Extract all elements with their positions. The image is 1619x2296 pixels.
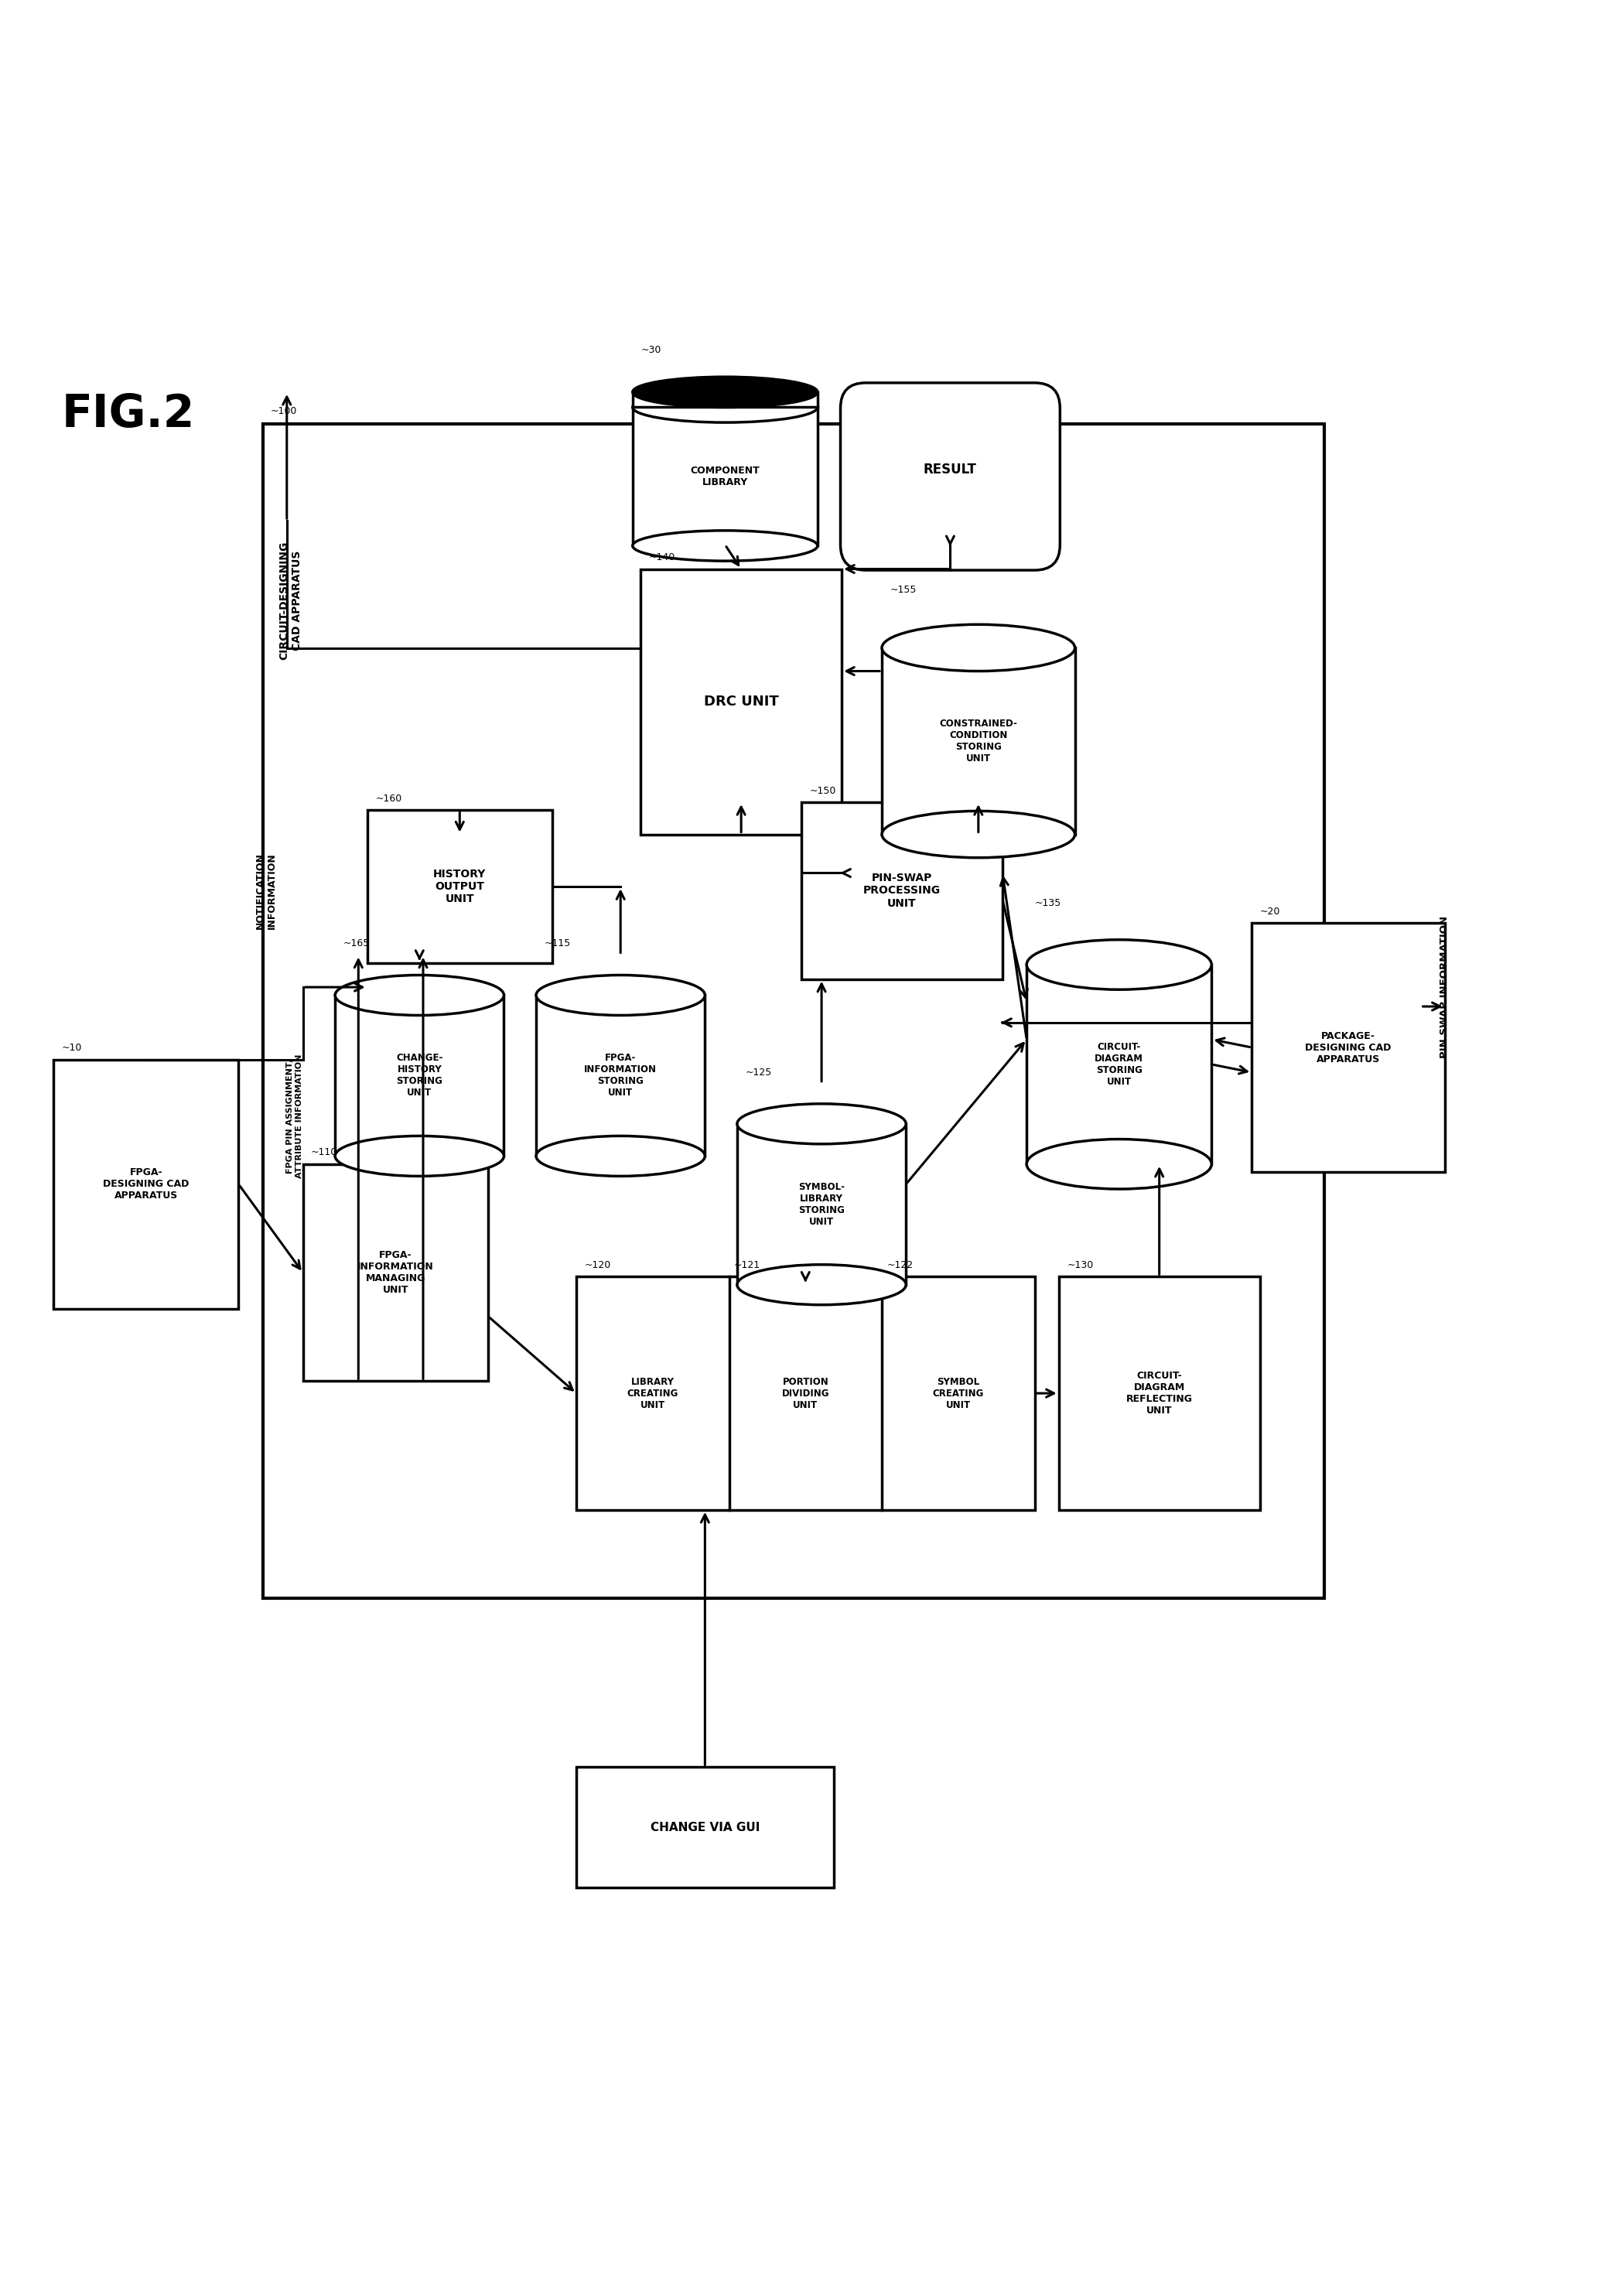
Text: FIG.2: FIG.2 — [62, 393, 194, 436]
Text: CONSTRAINED-
CONDITION
STORING
UNIT: CONSTRAINED- CONDITION STORING UNIT — [939, 719, 1017, 765]
Ellipse shape — [882, 625, 1075, 670]
Polygon shape — [882, 647, 1075, 833]
Text: HISTORY
OUTPUT
UNIT: HISTORY OUTPUT UNIT — [434, 868, 486, 905]
Text: LIBRARY
CREATING
UNIT: LIBRARY CREATING UNIT — [627, 1378, 678, 1410]
Ellipse shape — [536, 1137, 704, 1176]
Text: CIRCUIT-DESIGNING
CAD APPARATUS: CIRCUIT-DESIGNING CAD APPARATUS — [278, 542, 303, 659]
Ellipse shape — [633, 393, 818, 422]
Ellipse shape — [536, 976, 704, 1015]
Ellipse shape — [1026, 1139, 1211, 1189]
FancyBboxPatch shape — [576, 1277, 1035, 1511]
Text: CIRCUIT-
DIAGRAM
STORING
UNIT: CIRCUIT- DIAGRAM STORING UNIT — [1094, 1042, 1143, 1086]
Ellipse shape — [335, 976, 504, 1015]
Polygon shape — [633, 393, 818, 406]
FancyBboxPatch shape — [303, 1164, 487, 1382]
Polygon shape — [633, 406, 818, 546]
Ellipse shape — [335, 1137, 504, 1176]
Text: ~135: ~135 — [1035, 898, 1060, 909]
Text: ~10: ~10 — [62, 1042, 83, 1054]
Text: ~140: ~140 — [649, 553, 675, 563]
FancyBboxPatch shape — [576, 1768, 834, 1887]
FancyBboxPatch shape — [801, 801, 1002, 978]
Text: PIN SWAP INFORMATION: PIN SWAP INFORMATION — [1439, 916, 1449, 1058]
FancyBboxPatch shape — [262, 425, 1324, 1598]
Text: ~120: ~120 — [584, 1261, 610, 1270]
Text: ~160: ~160 — [376, 794, 402, 804]
Ellipse shape — [882, 810, 1075, 859]
Text: ~115: ~115 — [544, 939, 570, 948]
FancyBboxPatch shape — [1059, 1277, 1260, 1511]
Text: ~150: ~150 — [810, 785, 835, 797]
Ellipse shape — [737, 1104, 907, 1143]
Polygon shape — [1026, 964, 1211, 1164]
Polygon shape — [335, 994, 504, 1157]
Ellipse shape — [633, 530, 818, 560]
Text: ~165: ~165 — [343, 939, 369, 948]
Text: ~110: ~110 — [311, 1148, 337, 1157]
Text: ~121: ~121 — [733, 1261, 761, 1270]
Text: ~122: ~122 — [887, 1261, 913, 1270]
FancyBboxPatch shape — [368, 810, 552, 962]
Text: PIN-SWAP
PROCESSING
UNIT: PIN-SWAP PROCESSING UNIT — [863, 872, 941, 909]
Polygon shape — [737, 1123, 907, 1286]
Text: SYMBOL
CREATING
UNIT: SYMBOL CREATING UNIT — [933, 1378, 984, 1410]
Text: FPGA-
INFORMATION
MANAGING
UNIT: FPGA- INFORMATION MANAGING UNIT — [358, 1251, 434, 1295]
Text: PACKAGE-
DESIGNING CAD
APPARATUS: PACKAGE- DESIGNING CAD APPARATUS — [1305, 1031, 1391, 1063]
Text: RESULT: RESULT — [923, 464, 976, 478]
Text: NOTIFICATION
INFORMATION: NOTIFICATION INFORMATION — [256, 852, 277, 930]
Text: ~30: ~30 — [641, 344, 661, 356]
Text: ~20: ~20 — [1260, 907, 1281, 916]
Ellipse shape — [633, 377, 818, 406]
Text: ~155: ~155 — [890, 585, 916, 595]
FancyBboxPatch shape — [840, 383, 1060, 569]
Text: ~130: ~130 — [1067, 1261, 1093, 1270]
Text: FPGA-
INFORMATION
STORING
UNIT: FPGA- INFORMATION STORING UNIT — [584, 1054, 657, 1097]
Text: SYMBOL-
LIBRARY
STORING
UNIT: SYMBOL- LIBRARY STORING UNIT — [798, 1182, 845, 1226]
Text: FPGA-
DESIGNING CAD
APPARATUS: FPGA- DESIGNING CAD APPARATUS — [104, 1169, 189, 1201]
FancyBboxPatch shape — [1251, 923, 1444, 1173]
Text: CHANGE-
HISTORY
STORING
UNIT: CHANGE- HISTORY STORING UNIT — [397, 1054, 444, 1097]
Text: COMPONENT
LIBRARY: COMPONENT LIBRARY — [690, 466, 759, 487]
Text: CIRCUIT-
DIAGRAM
REFLECTING
UNIT: CIRCUIT- DIAGRAM REFLECTING UNIT — [1127, 1371, 1193, 1417]
Polygon shape — [536, 994, 704, 1157]
FancyBboxPatch shape — [53, 1058, 238, 1309]
Ellipse shape — [737, 1265, 907, 1304]
FancyBboxPatch shape — [641, 569, 842, 833]
Text: DRC UNIT: DRC UNIT — [704, 696, 779, 709]
Text: CHANGE VIA GUI: CHANGE VIA GUI — [651, 1821, 759, 1832]
Ellipse shape — [1026, 939, 1211, 990]
Text: PORTION
DIVIDING
UNIT: PORTION DIVIDING UNIT — [782, 1378, 829, 1410]
Text: ~100: ~100 — [270, 406, 298, 416]
Text: FPGA PIN ASSIGNMENT/
ATTRIBUTE INFORMATION: FPGA PIN ASSIGNMENT/ ATTRIBUTE INFORMATI… — [287, 1054, 303, 1178]
Text: ~125: ~125 — [745, 1068, 772, 1077]
